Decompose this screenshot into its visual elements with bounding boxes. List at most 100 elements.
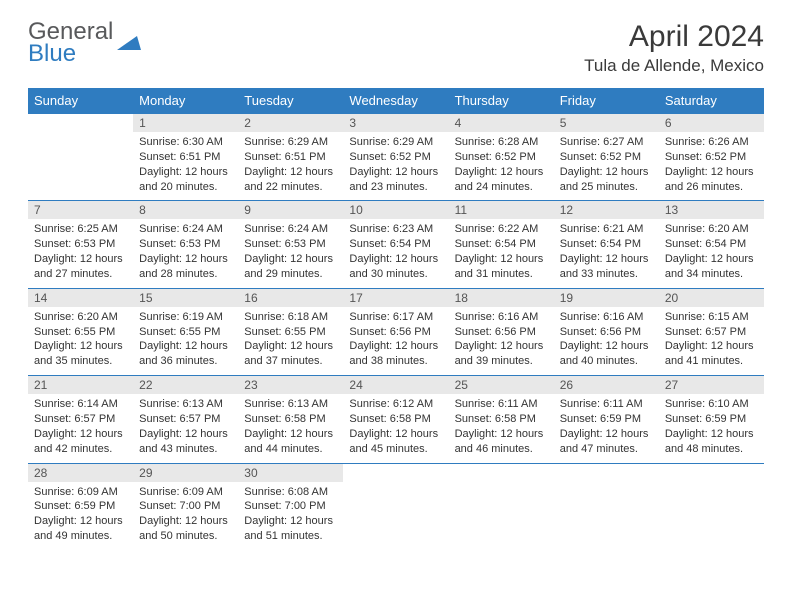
content-row: Sunrise: 6:20 AMSunset: 6:55 PMDaylight:…: [28, 307, 764, 376]
weekday-header: Saturday: [659, 88, 764, 114]
weekday-header-row: Sunday Monday Tuesday Wednesday Thursday…: [28, 88, 764, 114]
logo: General Blue: [28, 20, 141, 66]
sunrise-text: Sunrise: 6:19 AM: [139, 310, 232, 325]
daylight-text-2: and 43 minutes.: [139, 442, 232, 457]
daylight-text-2: and 25 minutes.: [560, 180, 653, 195]
sunrise-text: Sunrise: 6:09 AM: [34, 485, 127, 500]
day-number-cell: [449, 463, 554, 482]
day-number-cell: 7: [28, 201, 133, 220]
day-content-cell: Sunrise: 6:13 AMSunset: 6:57 PMDaylight:…: [133, 394, 238, 463]
day-content-cell: Sunrise: 6:16 AMSunset: 6:56 PMDaylight:…: [449, 307, 554, 376]
logo-text: General Blue: [28, 20, 113, 66]
day-number-cell: 21: [28, 376, 133, 395]
sunrise-text: Sunrise: 6:29 AM: [349, 135, 442, 150]
day-content-cell: Sunrise: 6:24 AMSunset: 6:53 PMDaylight:…: [133, 219, 238, 288]
day-content-cell: [554, 482, 659, 550]
day-number-cell: 5: [554, 114, 659, 133]
day-content-cell: Sunrise: 6:26 AMSunset: 6:52 PMDaylight:…: [659, 132, 764, 201]
daylight-text-1: Daylight: 12 hours: [455, 427, 548, 442]
sunrise-text: Sunrise: 6:12 AM: [349, 397, 442, 412]
daylight-text-2: and 31 minutes.: [455, 267, 548, 282]
sunset-text: Sunset: 6:51 PM: [139, 150, 232, 165]
daylight-text-2: and 26 minutes.: [665, 180, 758, 195]
title-block: April 2024 Tula de Allende, Mexico: [584, 20, 764, 76]
sunset-text: Sunset: 6:57 PM: [665, 325, 758, 340]
sunset-text: Sunset: 6:58 PM: [244, 412, 337, 427]
day-number-cell: 24: [343, 376, 448, 395]
day-number-cell: 10: [343, 201, 448, 220]
daylight-text-1: Daylight: 12 hours: [665, 252, 758, 267]
day-content-cell: Sunrise: 6:28 AMSunset: 6:52 PMDaylight:…: [449, 132, 554, 201]
daynum-row: 21222324252627: [28, 376, 764, 395]
weekday-header: Monday: [133, 88, 238, 114]
daylight-text-2: and 48 minutes.: [665, 442, 758, 457]
sunset-text: Sunset: 6:54 PM: [349, 237, 442, 252]
day-number-cell: 20: [659, 288, 764, 307]
location: Tula de Allende, Mexico: [584, 56, 764, 76]
daynum-row: 282930: [28, 463, 764, 482]
sunrise-text: Sunrise: 6:23 AM: [349, 222, 442, 237]
sunset-text: Sunset: 6:52 PM: [349, 150, 442, 165]
daylight-text-2: and 33 minutes.: [560, 267, 653, 282]
day-number-cell: [554, 463, 659, 482]
sunset-text: Sunset: 6:58 PM: [455, 412, 548, 427]
day-content-cell: Sunrise: 6:10 AMSunset: 6:59 PMDaylight:…: [659, 394, 764, 463]
day-number-cell: 23: [238, 376, 343, 395]
sunrise-text: Sunrise: 6:20 AM: [665, 222, 758, 237]
logo-text-blue: Blue: [28, 42, 113, 66]
daylight-text-1: Daylight: 12 hours: [349, 165, 442, 180]
day-content-cell: Sunrise: 6:09 AMSunset: 7:00 PMDaylight:…: [133, 482, 238, 550]
sunset-text: Sunset: 6:52 PM: [455, 150, 548, 165]
daylight-text-1: Daylight: 12 hours: [349, 252, 442, 267]
logo-triangle-icon: [117, 36, 141, 50]
daylight-text-2: and 44 minutes.: [244, 442, 337, 457]
daylight-text-1: Daylight: 12 hours: [139, 427, 232, 442]
sunset-text: Sunset: 6:57 PM: [34, 412, 127, 427]
day-number-cell: 17: [343, 288, 448, 307]
daylight-text-2: and 40 minutes.: [560, 354, 653, 369]
daylight-text-2: and 24 minutes.: [455, 180, 548, 195]
sunset-text: Sunset: 6:51 PM: [244, 150, 337, 165]
daylight-text-1: Daylight: 12 hours: [455, 252, 548, 267]
sunset-text: Sunset: 6:55 PM: [244, 325, 337, 340]
day-content-cell: Sunrise: 6:25 AMSunset: 6:53 PMDaylight:…: [28, 219, 133, 288]
daylight-text-2: and 20 minutes.: [139, 180, 232, 195]
sunrise-text: Sunrise: 6:25 AM: [34, 222, 127, 237]
sunset-text: Sunset: 7:00 PM: [244, 499, 337, 514]
day-number-cell: 13: [659, 201, 764, 220]
weekday-header: Tuesday: [238, 88, 343, 114]
day-number-cell: 1: [133, 114, 238, 133]
sunrise-text: Sunrise: 6:20 AM: [34, 310, 127, 325]
day-number-cell: 25: [449, 376, 554, 395]
day-content-cell: Sunrise: 6:30 AMSunset: 6:51 PMDaylight:…: [133, 132, 238, 201]
sunrise-text: Sunrise: 6:17 AM: [349, 310, 442, 325]
daylight-text-1: Daylight: 12 hours: [34, 514, 127, 529]
sunrise-text: Sunrise: 6:18 AM: [244, 310, 337, 325]
day-number-cell: [659, 463, 764, 482]
sunrise-text: Sunrise: 6:08 AM: [244, 485, 337, 500]
sunset-text: Sunset: 6:53 PM: [34, 237, 127, 252]
daylight-text-1: Daylight: 12 hours: [665, 339, 758, 354]
sunrise-text: Sunrise: 6:13 AM: [139, 397, 232, 412]
daylight-text-1: Daylight: 12 hours: [244, 252, 337, 267]
daylight-text-2: and 41 minutes.: [665, 354, 758, 369]
sunset-text: Sunset: 6:57 PM: [139, 412, 232, 427]
daylight-text-1: Daylight: 12 hours: [244, 165, 337, 180]
day-number-cell: 14: [28, 288, 133, 307]
sunset-text: Sunset: 6:56 PM: [560, 325, 653, 340]
day-content-cell: Sunrise: 6:20 AMSunset: 6:55 PMDaylight:…: [28, 307, 133, 376]
day-content-cell: Sunrise: 6:17 AMSunset: 6:56 PMDaylight:…: [343, 307, 448, 376]
day-number-cell: 29: [133, 463, 238, 482]
daylight-text-2: and 50 minutes.: [139, 529, 232, 544]
sunset-text: Sunset: 6:59 PM: [665, 412, 758, 427]
daylight-text-1: Daylight: 12 hours: [665, 427, 758, 442]
sunset-text: Sunset: 6:54 PM: [455, 237, 548, 252]
daynum-row: 14151617181920: [28, 288, 764, 307]
sunset-text: Sunset: 6:54 PM: [665, 237, 758, 252]
day-content-cell: Sunrise: 6:18 AMSunset: 6:55 PMDaylight:…: [238, 307, 343, 376]
daylight-text-1: Daylight: 12 hours: [665, 165, 758, 180]
day-number-cell: 28: [28, 463, 133, 482]
daylight-text-1: Daylight: 12 hours: [244, 339, 337, 354]
sunrise-text: Sunrise: 6:14 AM: [34, 397, 127, 412]
daylight-text-1: Daylight: 12 hours: [139, 514, 232, 529]
